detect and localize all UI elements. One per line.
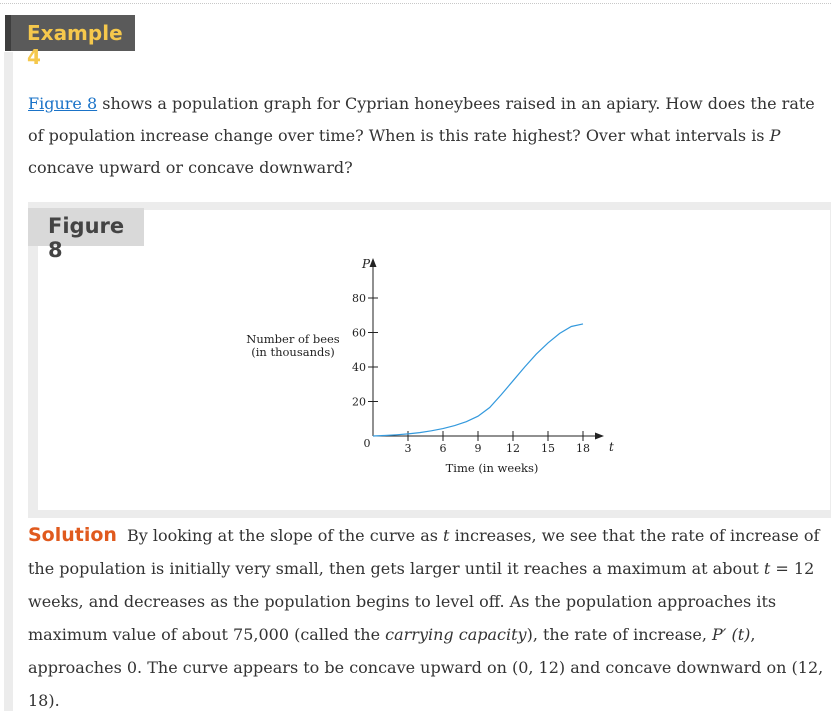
x-axis-label: Time (in weeks)	[446, 461, 539, 475]
figure-label-box: Figure 8	[28, 208, 144, 262]
intro-var-p: P	[769, 126, 781, 145]
intro-text-2: concave upward or concave downward?	[28, 158, 353, 177]
solution-text-1: By looking at the slope of the curve as	[126, 526, 444, 545]
solution-text-4: ), the rate of increase,	[526, 625, 712, 644]
solution-label: Solution	[28, 524, 117, 546]
y-tick-label: 60	[352, 327, 366, 340]
x-axis-letter: t	[609, 440, 614, 454]
solution-derivative: P′ (t)	[711, 625, 751, 644]
y-axis-label-line1: Number of bees	[246, 332, 340, 346]
y-axis-label-line2: (in thousands)	[251, 345, 335, 359]
y-tick-label: 80	[352, 292, 366, 305]
x-tick-label: 9	[475, 442, 482, 455]
y-axis-letter: P	[361, 257, 371, 271]
section-left-bar	[4, 52, 13, 711]
figure-8-link[interactable]: Figure 8	[28, 94, 98, 113]
y-axis-arrow	[369, 258, 377, 267]
x-tick-label: 12	[506, 442, 520, 455]
intro-paragraph: Figure 8 shows a population graph for Cy…	[28, 88, 828, 184]
population-curve	[372, 323, 584, 437]
x-tick-label: 6	[440, 442, 447, 455]
x-tick-label: 3	[405, 442, 412, 455]
x-axis-arrow	[595, 432, 604, 440]
intro-text-1: shows a population graph for Cyprian hon…	[28, 94, 815, 145]
figure-panel	[38, 210, 830, 510]
x-tick-label: 18	[576, 442, 590, 455]
x-tick-label: 15	[541, 442, 555, 455]
solution-text-2: increases, we see that the rate of incre…	[28, 526, 820, 578]
example-header: Example 4	[5, 15, 135, 69]
solution-var-t: t	[443, 526, 450, 545]
solution-paragraph: Solution By looking at the slope of the c…	[28, 519, 828, 717]
solution-italic-term: carrying capacity	[385, 625, 527, 644]
figure-label: Figure 8	[48, 214, 125, 262]
solution-text-3: = 12 weeks, and decreases as the populat…	[28, 559, 815, 644]
top-divider	[0, 3, 831, 4]
y-tick-label: 20	[352, 396, 366, 409]
origin-label: 0	[364, 437, 371, 450]
solution-var-t-2: t	[763, 559, 771, 578]
y-tick-label: 40	[352, 361, 366, 374]
example-label: Example 4	[27, 21, 123, 69]
solution-text-5: , approaches 0. The curve appears to be …	[28, 625, 824, 710]
